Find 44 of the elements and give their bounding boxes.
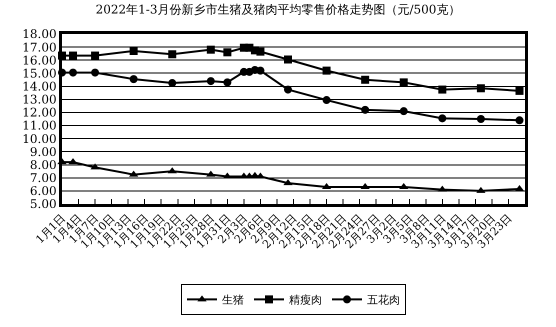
point [322, 96, 331, 104]
y-tick-label: 12.00 [22, 106, 57, 120]
y-tick-label: 7.00 [30, 171, 57, 186]
y-tick-label: 9.00 [30, 144, 57, 159]
point [361, 76, 370, 84]
point [284, 56, 292, 64]
point [515, 86, 524, 95]
point [223, 78, 232, 86]
point [206, 77, 215, 86]
point [438, 114, 446, 122]
y-tick-label: 8.00 [30, 158, 57, 172]
y-tick-label: 15.00 [22, 66, 57, 80]
point [223, 48, 232, 56]
point [284, 86, 292, 94]
point [69, 52, 78, 60]
y-tick-label: 13.00 [22, 92, 57, 107]
y-tick-label: 6.00 [30, 184, 57, 198]
legend-label: 精瘦肉 [289, 294, 322, 307]
y-tick-label: 18.00 [22, 27, 57, 42]
point [322, 66, 331, 75]
point [400, 78, 408, 86]
legend-label: 生猪 [222, 294, 244, 307]
y-tick-label: 14.00 [22, 80, 57, 94]
y-tick-label: 16.00 [22, 53, 57, 68]
point [361, 106, 370, 114]
point [69, 68, 78, 77]
point [130, 47, 138, 55]
legend-label: 五花肉 [367, 294, 400, 307]
point [256, 48, 264, 56]
point [206, 46, 215, 54]
y-tick-label: 10.00 [22, 132, 57, 146]
y-tick-label: 11.00 [22, 118, 57, 133]
point [168, 50, 176, 58]
chart-title: 2022年1-3月份新乡市生猪及猪肉平均零售价格走势图（元/500克） [96, 2, 460, 16]
point [91, 68, 100, 77]
point [476, 84, 485, 92]
point [438, 86, 446, 94]
point [476, 115, 485, 123]
y-tick-label: 17.00 [22, 40, 57, 54]
point [400, 107, 408, 116]
y-tick-label: 5.00 [30, 197, 57, 212]
point [130, 75, 138, 84]
point [515, 116, 524, 124]
point [91, 52, 100, 60]
